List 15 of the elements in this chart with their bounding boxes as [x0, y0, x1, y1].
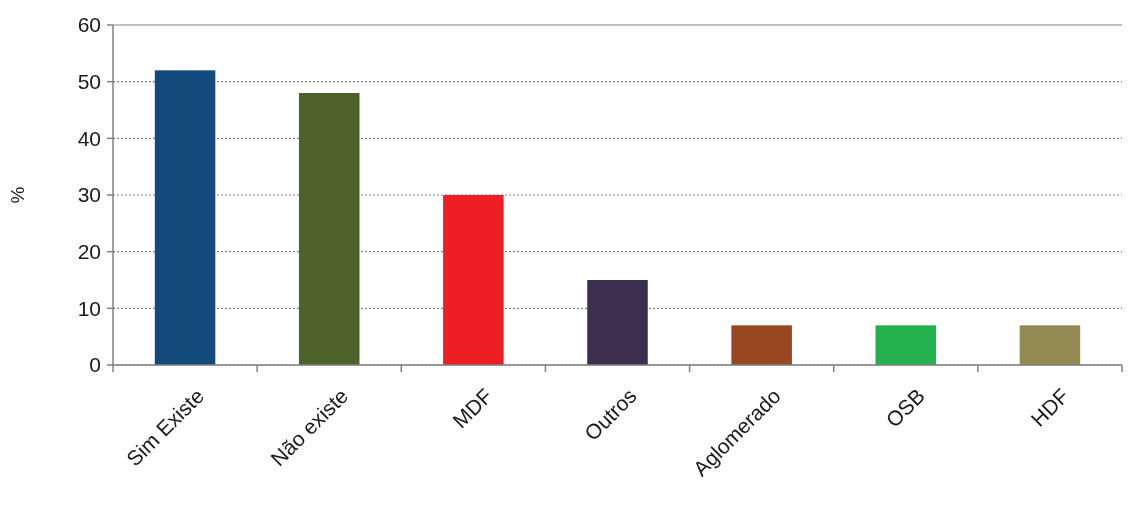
y-tick-label: 10	[77, 296, 101, 320]
bar	[587, 280, 648, 365]
y-tick-label: 0	[89, 353, 101, 377]
y-tick-label: 40	[77, 126, 101, 150]
bar	[1019, 325, 1081, 365]
y-tick-label: 60	[77, 13, 101, 37]
bar	[298, 93, 360, 365]
bar	[443, 195, 504, 365]
y-tick-label: 30	[77, 183, 101, 207]
bar	[875, 325, 937, 365]
bar	[731, 325, 792, 365]
y-tick-label: 20	[77, 240, 101, 264]
y-tick-label: 50	[77, 70, 101, 94]
y-axis-title: %	[7, 186, 28, 204]
bar	[154, 70, 216, 365]
